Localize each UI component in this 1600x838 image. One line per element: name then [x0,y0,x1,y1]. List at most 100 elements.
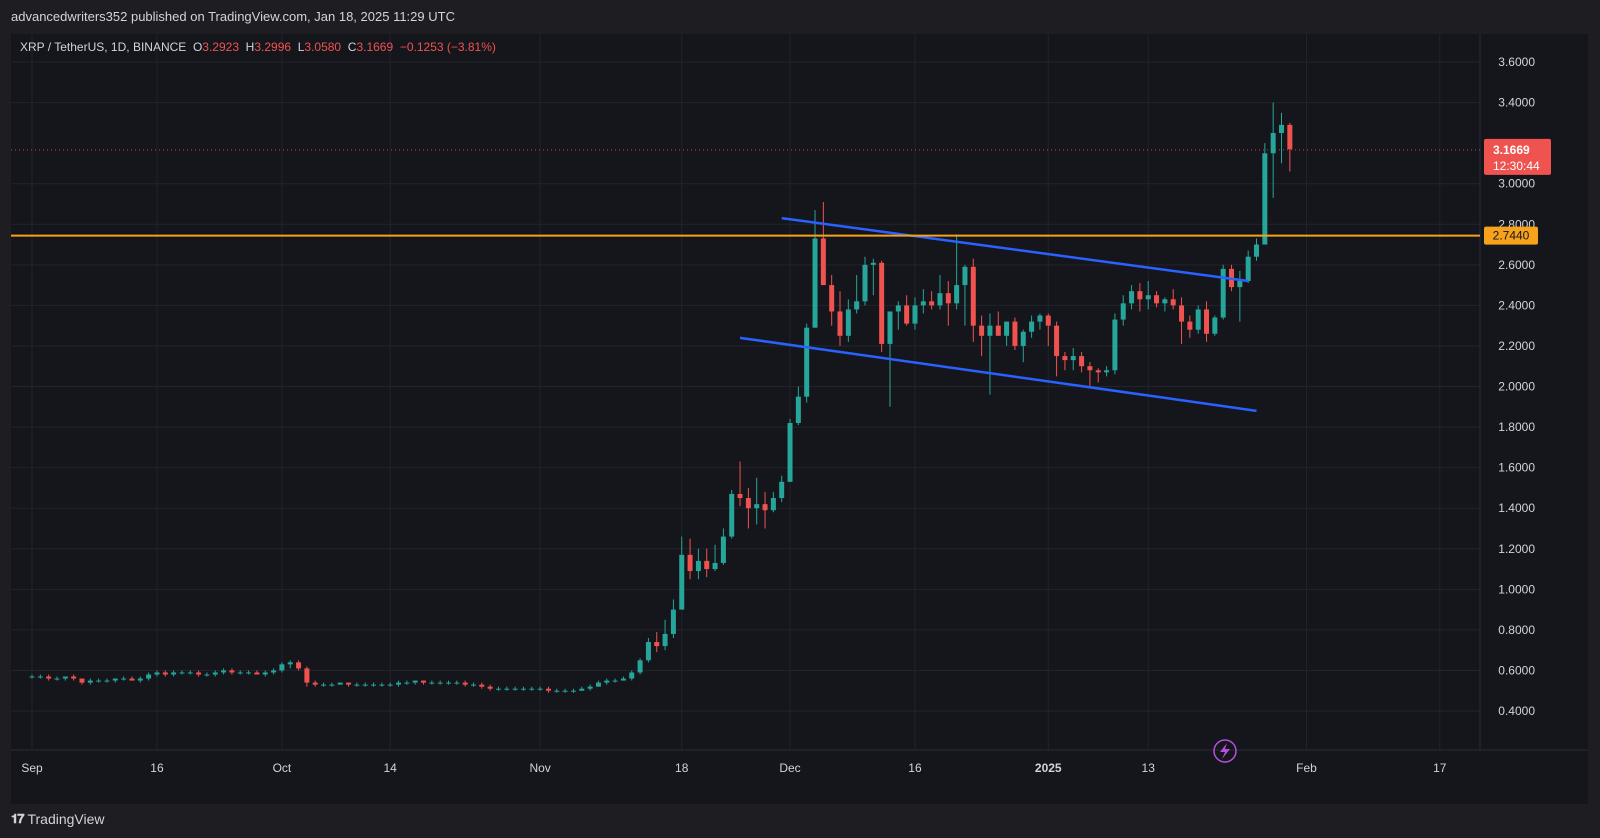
x-tick-label: 16 [150,761,164,775]
candle-body [654,642,660,647]
y-tick-label: 3.6000 [1498,55,1535,69]
candle-body [446,682,451,684]
candle-body [46,676,52,679]
y-tick-label: 1.0000 [1498,582,1535,596]
lightning-icon-ring [1213,739,1237,763]
legend-part: L [298,40,305,54]
candle-body [1145,295,1151,300]
level-price-badge: 2.7440 [1484,226,1538,245]
candle-body [754,504,760,509]
candle-body [929,301,935,306]
candle-body [712,562,718,570]
candle-body [1070,356,1076,361]
candle-body [812,238,818,328]
tradingview-logo-icon: 𝟏𝟕 [11,811,25,826]
price-badge-countdown: 12:30:44 [1493,159,1540,173]
candle-body [587,686,593,689]
candle-body [312,682,318,685]
candle-body [529,688,535,690]
candle-body [454,682,460,684]
candle-body [404,682,410,684]
candle-body [54,678,60,680]
candle-body [1129,291,1135,304]
candles [29,102,1293,693]
candle-body [96,680,102,682]
candle-body [187,672,193,674]
candle-body [1287,124,1293,150]
candle-body [645,642,651,661]
x-tick-label: Nov [529,761,550,775]
x-tick-label: Dec [779,761,800,775]
candle-body [437,682,443,684]
candle-body [29,676,35,678]
y-tick-label: 2.4000 [1498,298,1535,312]
candle-body [354,684,360,686]
candle-body [129,678,135,681]
candle-body [487,686,493,689]
candle-body [704,560,710,570]
candle-body [221,670,227,673]
y-tick-label: 0.6000 [1498,663,1535,677]
candle-body [1237,281,1243,288]
legend-part: 3.2996 [254,40,297,54]
candle-body [637,660,643,673]
y-tick-label: 0.8000 [1498,623,1535,637]
candle-body [462,682,468,685]
candle-body [346,682,352,685]
last-price-badge: 3.1669 12:30:44 [1484,138,1551,175]
candle-body [745,498,751,509]
candle-body [1004,321,1010,336]
candle-body [670,609,676,634]
candle-body [237,672,243,674]
x-tick-label: 2025 [1035,761,1062,775]
candle-body [171,672,177,675]
candle-body [779,481,785,499]
candle-body [770,498,776,511]
candle-body [604,680,610,683]
candle-body [854,301,860,310]
candle-body [737,493,743,499]
candle-body [304,668,310,683]
level-badge-text: 2.7440 [1493,229,1530,243]
publish-bar: advancedwriters352 published on TradingV… [0,0,1600,34]
candle-body [1020,331,1026,346]
tradingview-logo[interactable]: 𝟏𝟕 TradingView [11,808,105,830]
candle-body [1187,321,1193,330]
candle-body [837,311,843,336]
lightning-icon[interactable] [1213,739,1237,763]
candle-body [1179,305,1185,322]
candle-body [687,554,693,572]
candle-body [162,672,168,675]
candle-body [412,680,418,683]
candle-body [1012,321,1018,346]
x-tick-label: 14 [384,761,398,775]
candle-body [1095,370,1101,373]
y-tick-label: 1.8000 [1498,420,1535,434]
candle-body [470,684,476,686]
candle-body [121,678,127,680]
candle-body [204,674,210,676]
candle-body [912,305,918,324]
candle-body [620,678,626,681]
candle-body [479,684,485,687]
candle-body [504,688,510,690]
y-tick-label: 1.2000 [1498,542,1535,556]
candle-body [1254,244,1260,257]
candle-body [554,690,560,692]
candle-body [1045,315,1051,326]
candle-body [254,672,260,675]
lightning-icon-bolt [1220,743,1230,759]
legend-part: XRP / TetherUS, 1D, BINANCE [20,40,193,54]
candle-body [1037,315,1043,322]
candle-body [870,262,876,265]
y-tick-label: 1.4000 [1498,501,1535,515]
candle-body [387,684,393,686]
candle-body [179,672,185,674]
candle-body [1162,299,1168,304]
candle-body [962,266,968,286]
ohlc-legend: XRP / TetherUS, 1D, BINANCE O3.2923 H3.2… [20,40,496,54]
candle-body [979,325,985,336]
candle-body [1120,303,1126,320]
candle-body [804,327,810,397]
